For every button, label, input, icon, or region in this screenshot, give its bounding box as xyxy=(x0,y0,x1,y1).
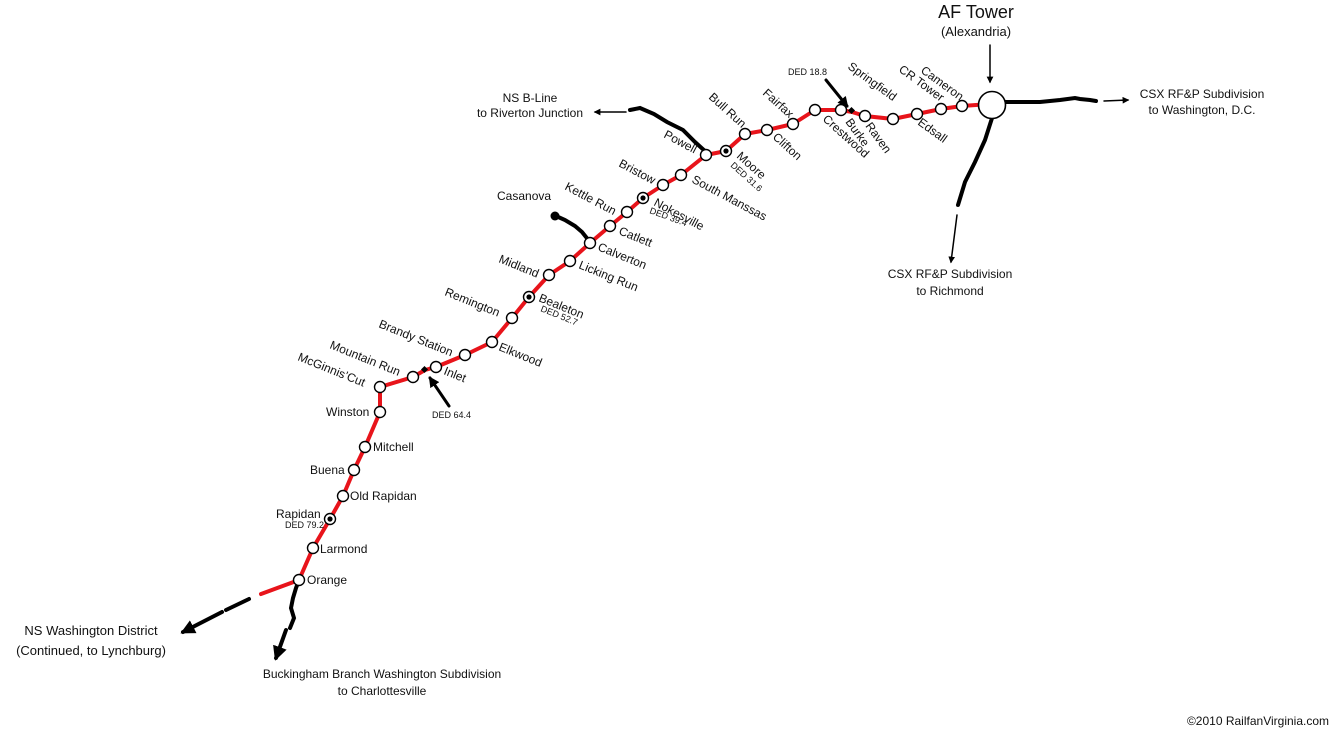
label-inlet: Inlet xyxy=(442,364,469,386)
station-dot-south-manssas[interactable] xyxy=(674,168,688,182)
label-midland: Midland xyxy=(497,252,541,281)
csx-dc-arrow xyxy=(1103,96,1130,104)
label-larmond: Larmond xyxy=(320,542,367,556)
station-dot-orange[interactable] xyxy=(292,573,306,587)
label-casanova: Casanova xyxy=(497,189,551,203)
ded-dot-bealeton xyxy=(526,294,532,300)
csx-dc-label-2: to Washington, D.C. xyxy=(1149,103,1256,117)
station-dot-crestwood[interactable] xyxy=(808,103,822,117)
ded-diamond-64-4 xyxy=(420,365,429,374)
mainline xyxy=(259,102,992,596)
ns-b-line xyxy=(628,105,708,154)
label-kettle-run: Kettle Run xyxy=(563,179,619,218)
station-dot-mcginnis-cut[interactable] xyxy=(373,380,387,394)
station-dot-powell[interactable] xyxy=(699,148,713,162)
ns-washington-label-1: NS Washington District xyxy=(24,623,158,638)
stations xyxy=(292,90,1007,587)
casanova-terminus xyxy=(550,211,560,221)
station-dot-bull-run[interactable] xyxy=(738,127,752,141)
label-springfield: Springfield xyxy=(845,59,899,104)
ded-markers xyxy=(327,106,856,522)
ded-79-2-label: DED 79.2 xyxy=(285,520,324,530)
copyright: ©2010 RailfanVirginia.com xyxy=(1187,714,1329,728)
ded-64-4-arrow xyxy=(428,376,451,408)
buckingham-label-1: Buckingham Branch Washington Subdivision xyxy=(263,667,501,681)
station-dot-larmond[interactable] xyxy=(306,541,320,555)
station-dot-bristow[interactable] xyxy=(656,178,670,192)
csx-dc-line xyxy=(1003,95,1098,104)
ns-b-line-label-2: to Riverton Junction xyxy=(477,106,583,120)
station-dot-cameron[interactable] xyxy=(955,99,969,113)
label-edsall: Edsall xyxy=(915,115,950,146)
station-dot-burke[interactable] xyxy=(834,103,848,117)
label-catlett: Catlett xyxy=(617,224,655,250)
label-rapidan: Rapidan xyxy=(276,507,321,521)
ded-64-4-label: DED 64.4 xyxy=(432,410,471,420)
casanova-branch xyxy=(554,214,592,244)
station-dot-mountain-run[interactable] xyxy=(406,370,420,384)
ded-diamond-18-8 xyxy=(847,106,856,115)
csx-ric-line xyxy=(956,113,995,207)
station-dot-clifton[interactable] xyxy=(760,123,774,137)
label-powell: Powell xyxy=(662,127,700,156)
station-dot-calverton[interactable] xyxy=(583,236,597,250)
buckingham-label-2: to Charlottesville xyxy=(338,684,427,698)
af-tower-subtitle: (Alexandria) xyxy=(941,24,1011,39)
csx-ric-label-2: to Richmond xyxy=(916,284,983,298)
station-dot-springfield[interactable] xyxy=(886,112,900,126)
ded-18-8-arrow xyxy=(824,78,849,108)
af-tower-node[interactable] xyxy=(977,90,1007,120)
station-dot-edsall[interactable] xyxy=(910,107,924,121)
label-buena: Buena xyxy=(310,463,345,477)
station-dot-buena[interactable] xyxy=(347,463,361,477)
ded-dot-rapidan xyxy=(327,516,333,522)
station-dot-winston[interactable] xyxy=(373,405,387,419)
label-bull-run: Bull Run xyxy=(706,90,749,131)
station-dot-mitchell[interactable] xyxy=(358,440,372,454)
label-remington: Remington xyxy=(443,285,502,320)
station-dot-brandy-station[interactable] xyxy=(458,348,472,362)
station-labels: Cameron CR Tower Edsall Springfield Rave… xyxy=(276,59,966,587)
ded-dot-nokesville xyxy=(640,195,646,201)
ded-18-8-label: DED 18.8 xyxy=(788,67,827,77)
label-old-rapidan: Old Rapidan xyxy=(350,489,417,503)
connector-lines xyxy=(180,44,1130,661)
station-dot-inlet[interactable] xyxy=(429,360,443,374)
csx-ric-arrow xyxy=(948,214,958,264)
junction-labels: AF Tower (Alexandria) CSX RF&P Subdivisi… xyxy=(16,2,1329,728)
label-orange: Orange xyxy=(307,573,347,587)
station-dot-licking-run[interactable] xyxy=(563,254,577,268)
station-dot-elkwood[interactable] xyxy=(485,335,499,349)
station-dot-old-rapidan[interactable] xyxy=(336,489,350,503)
label-elkwood: Elkwood xyxy=(497,340,544,370)
ns-washington-label-2: (Continued, to Lynchburg) xyxy=(16,643,166,658)
label-bristow: Bristow xyxy=(617,156,659,187)
ns-b-line-label-1: NS B-Line xyxy=(503,91,558,105)
label-fairfax: Fairfax xyxy=(760,86,797,121)
station-dot-raven[interactable] xyxy=(858,109,872,123)
station-dot-remington[interactable] xyxy=(505,311,519,325)
ded-dot-moore xyxy=(723,148,729,154)
csx-dc-label-1: CSX RF&P Subdivision xyxy=(1140,87,1265,101)
label-mitchell: Mitchell xyxy=(373,440,414,454)
ns-washington-arrow xyxy=(180,610,224,634)
af-tower-title: AF Tower xyxy=(938,2,1014,22)
ns-washington-line xyxy=(224,597,251,612)
csx-ric-label-1: CSX RF&P Subdivision xyxy=(888,267,1013,281)
station-dot-cr-tower[interactable] xyxy=(934,102,948,116)
station-dot-kettle-run[interactable] xyxy=(620,205,634,219)
station-dot-midland[interactable] xyxy=(542,268,556,282)
station-dot-catlett[interactable] xyxy=(603,219,617,233)
buckingham-arrow xyxy=(273,628,288,661)
label-winston: Winston xyxy=(326,405,369,419)
label-brandy-station: Brandy Station xyxy=(377,317,455,359)
buckingham-line xyxy=(288,578,301,630)
label-clifton: Clifton xyxy=(770,130,805,163)
station-dot-fairfax[interactable] xyxy=(786,117,800,131)
